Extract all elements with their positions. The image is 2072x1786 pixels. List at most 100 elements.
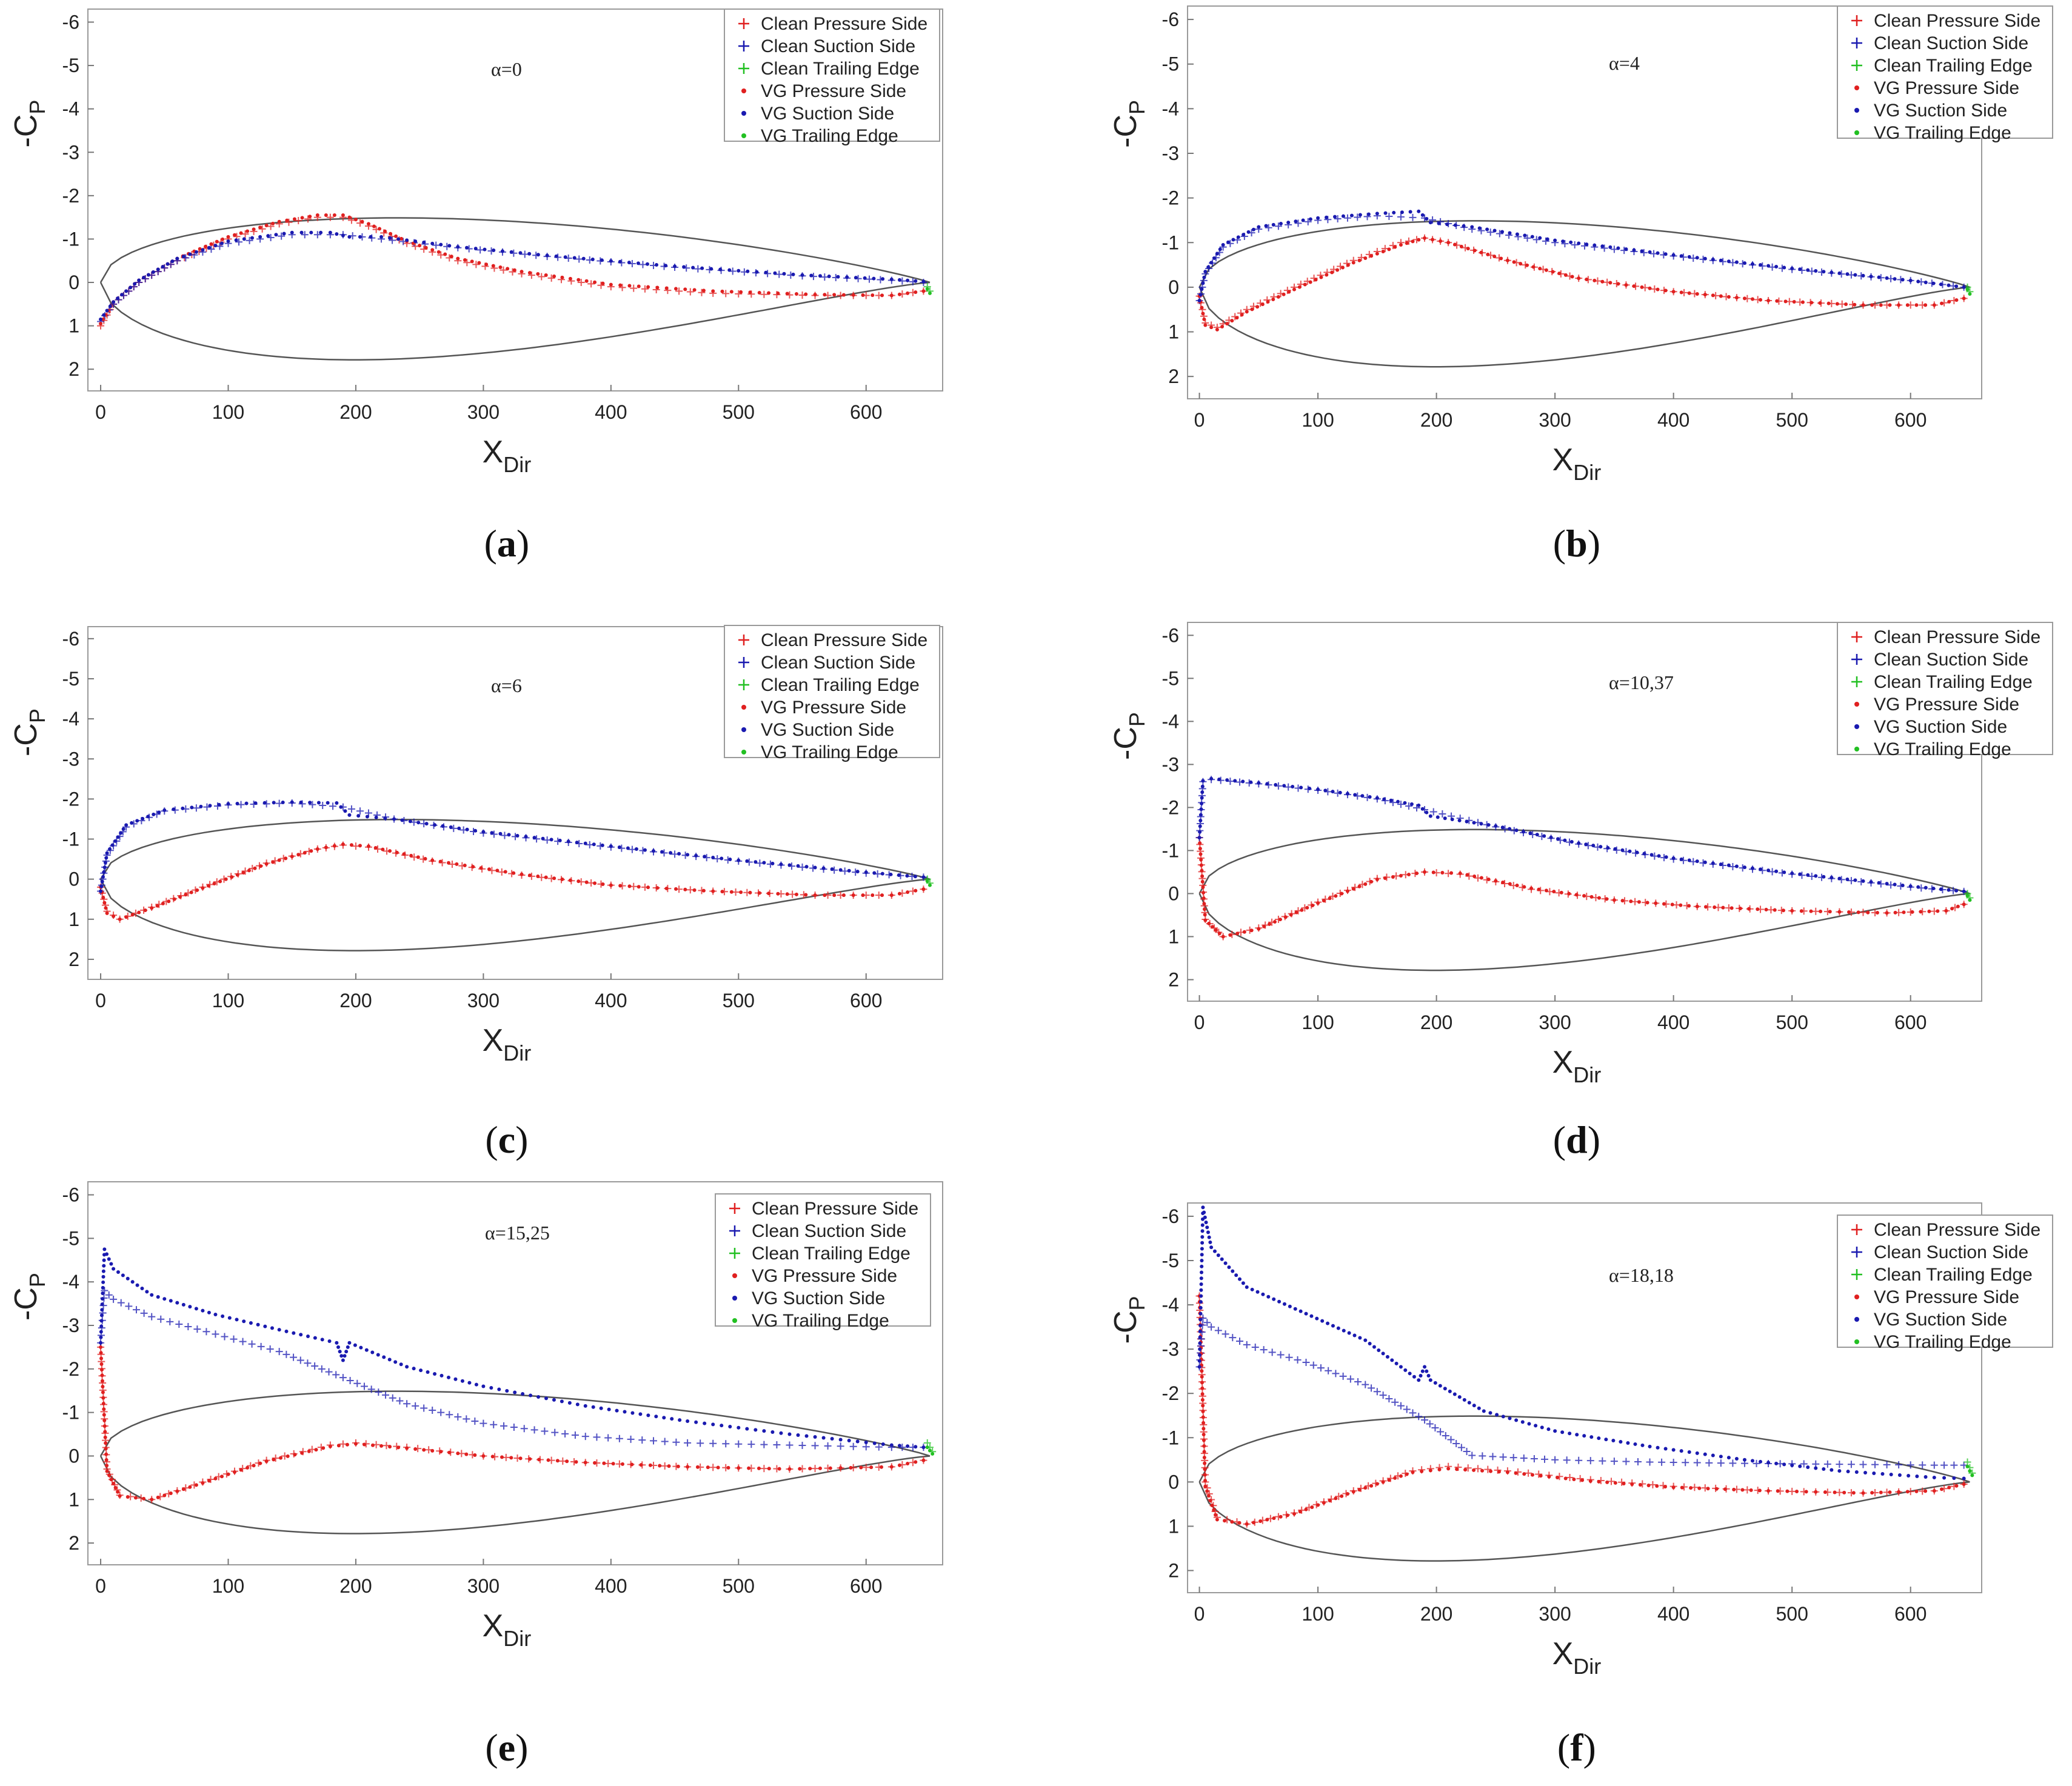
data-point-dot bbox=[1492, 255, 1497, 259]
data-point-dot bbox=[194, 1307, 198, 1311]
data-point-dot bbox=[618, 259, 622, 264]
data-point-dot bbox=[563, 255, 567, 259]
data-point-dot bbox=[207, 1479, 211, 1483]
data-point-plus bbox=[604, 1434, 612, 1442]
data-point-plus bbox=[1334, 215, 1342, 222]
data-point-plus bbox=[1883, 1461, 1891, 1468]
data-point-dot bbox=[1465, 819, 1469, 824]
data-point-dot bbox=[1479, 876, 1483, 880]
data-point-dot bbox=[1657, 854, 1661, 858]
data-point-dot bbox=[1385, 1354, 1389, 1359]
data-point-dot bbox=[634, 847, 638, 851]
x-tick-label: 300 bbox=[1539, 1011, 1571, 1033]
y-tick-label: -6 bbox=[1162, 624, 1179, 646]
data-point-dot bbox=[1853, 302, 1857, 307]
data-point-dot bbox=[567, 1401, 572, 1405]
data-point-dot bbox=[102, 1407, 106, 1411]
data-point-dot bbox=[1351, 261, 1355, 265]
data-point-dot bbox=[492, 248, 496, 253]
data-point-plus bbox=[587, 280, 595, 288]
data-point-plus bbox=[267, 234, 275, 242]
data-point-dot bbox=[618, 283, 623, 287]
legend-label: Clean Pressure Side bbox=[1874, 627, 2040, 647]
data-point-plus bbox=[1599, 1457, 1606, 1465]
data-point-dot bbox=[1235, 931, 1240, 936]
data-point-dot bbox=[1968, 898, 1972, 902]
data-point-dot bbox=[416, 821, 421, 825]
data-point-plus bbox=[319, 801, 327, 809]
data-point-dot bbox=[107, 1473, 112, 1478]
data-point-dot bbox=[1919, 910, 1923, 914]
data-point-dot bbox=[1773, 908, 1777, 912]
data-point-plus bbox=[1496, 230, 1503, 238]
data-point-dot bbox=[1377, 1348, 1381, 1352]
data-point-dot bbox=[808, 1467, 812, 1471]
data-point-dot bbox=[1624, 283, 1628, 287]
data-point-dot bbox=[1734, 260, 1739, 264]
data-point-dot bbox=[1446, 241, 1451, 245]
data-point-dot bbox=[1734, 864, 1739, 868]
data-point-dot bbox=[101, 1269, 105, 1273]
data-point-dot bbox=[1563, 838, 1567, 842]
data-point-dot bbox=[1897, 1473, 1902, 1478]
data-point-dot bbox=[925, 1445, 929, 1450]
data-point-dot bbox=[777, 1467, 781, 1471]
data-point-dot bbox=[1200, 287, 1204, 291]
data-point-dot bbox=[1345, 1492, 1349, 1496]
data-point-dot bbox=[1203, 1215, 1207, 1219]
data-point-dot bbox=[105, 911, 109, 915]
data-point-dot bbox=[1202, 902, 1206, 906]
data-point-dot bbox=[1207, 1235, 1211, 1239]
data-point-dot bbox=[1687, 1450, 1691, 1454]
data-point-dot bbox=[662, 1416, 666, 1420]
data-point-plus bbox=[1421, 1416, 1429, 1424]
data-point-dot bbox=[1255, 305, 1260, 309]
data-point-plus bbox=[1669, 1458, 1677, 1466]
data-point-dot bbox=[315, 847, 319, 851]
data-point-dot bbox=[513, 1390, 517, 1394]
data-point-dot bbox=[383, 229, 387, 233]
legend-marker-dot bbox=[1854, 724, 1859, 729]
data-point-dot bbox=[1538, 236, 1542, 240]
data-point-dot bbox=[906, 291, 910, 295]
data-point-dot bbox=[299, 1333, 303, 1337]
data-point-dot bbox=[1537, 887, 1541, 891]
data-point-dot bbox=[600, 843, 604, 847]
legend-label: VG Pressure Side bbox=[1874, 78, 2019, 98]
data-point-dot bbox=[175, 1489, 179, 1493]
data-point-dot bbox=[439, 1373, 444, 1378]
data-point-dot bbox=[601, 882, 605, 886]
y-tick-label: 2 bbox=[1168, 1559, 1179, 1581]
airfoil-lower-surface bbox=[1198, 286, 1970, 368]
data-point-dot bbox=[1656, 251, 1660, 255]
data-point-dot bbox=[201, 886, 205, 890]
data-point-plus bbox=[1405, 802, 1412, 810]
data-point-dot bbox=[370, 1350, 375, 1354]
data-point-plus bbox=[661, 1438, 669, 1445]
data-point-dot bbox=[1530, 1473, 1534, 1477]
data-point-dot bbox=[1347, 1331, 1351, 1335]
data-point-plus bbox=[1429, 216, 1437, 224]
x-axis-label-sub: Dir bbox=[1573, 460, 1601, 485]
data-point-plus bbox=[1523, 234, 1531, 242]
data-point-dot bbox=[626, 846, 630, 850]
data-point-dot bbox=[1466, 247, 1470, 251]
data-point-plus bbox=[148, 1313, 156, 1321]
data-point-dot bbox=[591, 1405, 595, 1409]
legend-marker-dot bbox=[1854, 747, 1859, 751]
data-point-dot bbox=[246, 229, 250, 233]
data-point-dot bbox=[135, 1283, 139, 1287]
data-point-dot bbox=[794, 292, 798, 296]
data-point-dot bbox=[1425, 1369, 1429, 1373]
data-point-plus bbox=[332, 1371, 340, 1379]
data-point-dot bbox=[583, 1461, 587, 1465]
data-point-dot bbox=[308, 215, 312, 219]
data-point-dot bbox=[309, 230, 313, 235]
data-point-dot bbox=[424, 245, 428, 250]
data-point-dot bbox=[258, 1461, 262, 1465]
data-point-dot bbox=[716, 1465, 720, 1470]
data-point-dot bbox=[1266, 300, 1270, 304]
data-point-dot bbox=[1679, 903, 1683, 907]
data-point-plus bbox=[773, 1441, 781, 1449]
data-point-plus bbox=[1509, 1454, 1517, 1462]
